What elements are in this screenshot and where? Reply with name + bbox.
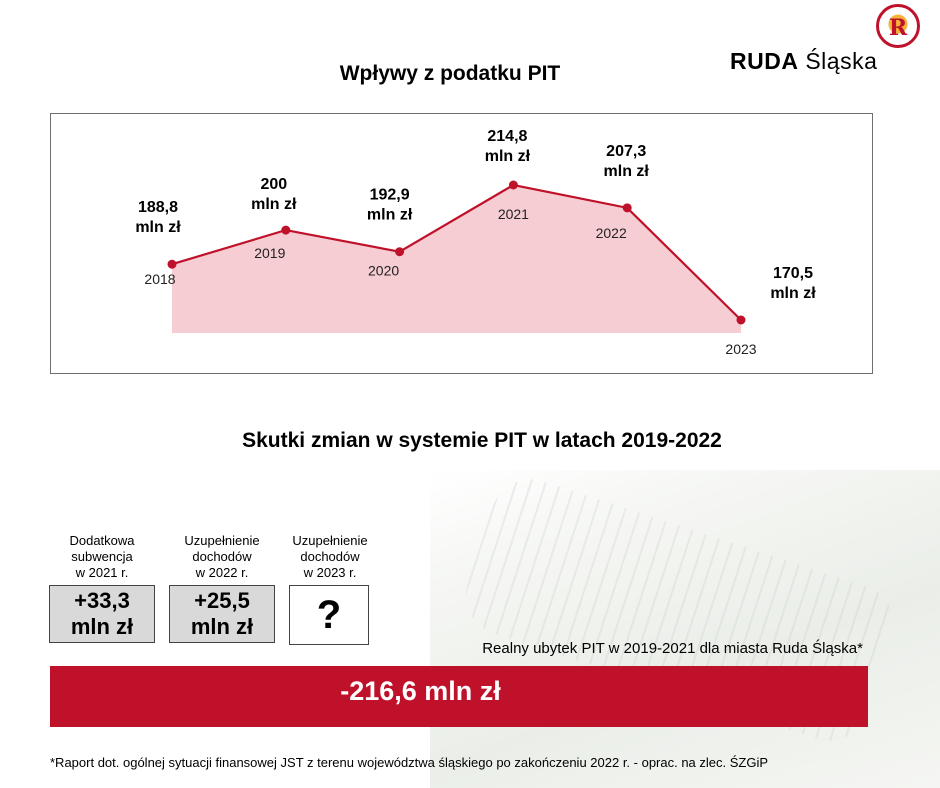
column-subsidy-2021: Dodatkowa subwencja w 2021 r. +33,3 mln … [48, 533, 156, 643]
chart-plot: 2018 2019 2020 2021 2022 2023 188,8 mln zł 200 ml… [135, 128, 816, 357]
real-loss-bar: -216,6 mln zł [50, 666, 868, 727]
value-label: mln zł [251, 196, 297, 213]
value-line: +33,3 [74, 588, 130, 613]
label-line: Uzupełnienie [184, 533, 260, 548]
label-line: w 2023 r. [303, 565, 357, 580]
label-line: w 2022 r. [195, 565, 249, 580]
value-label: mln zł [485, 148, 531, 165]
data-point [395, 247, 405, 257]
real-loss-value: -216,6 mln zł [340, 676, 501, 706]
value-line: mln zł [70, 614, 134, 639]
data-point [622, 203, 632, 213]
value-label: 170,5 [773, 265, 813, 282]
data-point [736, 315, 746, 325]
value-box: +25,5 mln zł [169, 585, 275, 643]
column-label: Dodatkowa subwencja w 2021 r. [48, 533, 156, 585]
data-point [508, 180, 518, 190]
logo-wordmark: RUDA Śląska [730, 48, 877, 75]
footnote: *Raport dot. ogólnej sytuacji finansowej… [50, 755, 769, 770]
section-title: Skutki zmian w systemie PIT w latach 201… [242, 429, 722, 452]
value-line: ? [316, 593, 342, 637]
value-box: ? [289, 585, 369, 645]
banknote-watermark [430, 470, 940, 788]
column-label: Uzupełnienie dochodów w 2022 r. [168, 533, 276, 585]
label-line: Dodatkowa [69, 533, 135, 548]
value-label: 207,3 [606, 143, 646, 160]
data-point [281, 225, 291, 235]
label-line: subwencja [71, 549, 133, 564]
column-income-2022: Uzupełnienie dochodów w 2022 r. +25,5 ml… [168, 533, 276, 643]
city-emblem-icon [876, 4, 920, 48]
value-line: mln zł [190, 614, 254, 639]
data-point [167, 259, 177, 269]
value-label: mln zł [367, 207, 413, 224]
column-income-2023: Uzupełnienie dochodów w 2023 r. ? [276, 533, 384, 645]
year-label: 2018 [144, 271, 175, 287]
ruda-slaska-logo: RUDA Śląska [730, 4, 930, 80]
pit-revenue-chart: 2018 2019 2020 2021 2022 2023 188,8 mln zł 200 ml… [50, 113, 873, 374]
value-label: 192,9 [370, 187, 410, 204]
series-line [171, 183, 742, 321]
label-line: dochodów [300, 549, 360, 564]
year-label: 2021 [498, 206, 529, 222]
value-label: mln zł [135, 219, 181, 236]
value-label: mln zł [770, 285, 816, 302]
logo-text-bold: RUDA [730, 48, 799, 74]
real-loss-label: Realny ubytek PIT w 2019-2021 dla miasta… [482, 640, 863, 657]
year-label: 2023 [725, 341, 756, 357]
value-label: 188,8 [138, 199, 178, 216]
column-label: Uzupełnienie dochodów w 2023 r. [276, 533, 384, 585]
year-label: 2019 [254, 245, 285, 261]
value-label: 200 [260, 176, 287, 193]
label-line: w 2021 r. [75, 565, 129, 580]
area-fill [172, 185, 741, 333]
label-line: dochodów [192, 549, 252, 564]
logo-text-regular: Śląska [805, 48, 878, 74]
value-label: 214,8 [487, 128, 527, 145]
value-label: mln zł [604, 163, 650, 180]
year-label: 2022 [596, 225, 627, 241]
value-box: +33,3 mln zł [49, 585, 155, 643]
year-label: 2020 [368, 263, 399, 279]
label-line: Uzupełnienie [292, 533, 368, 548]
value-line: +25,5 [194, 588, 250, 613]
chart-title: Wpływy z podatku PIT [339, 62, 561, 85]
